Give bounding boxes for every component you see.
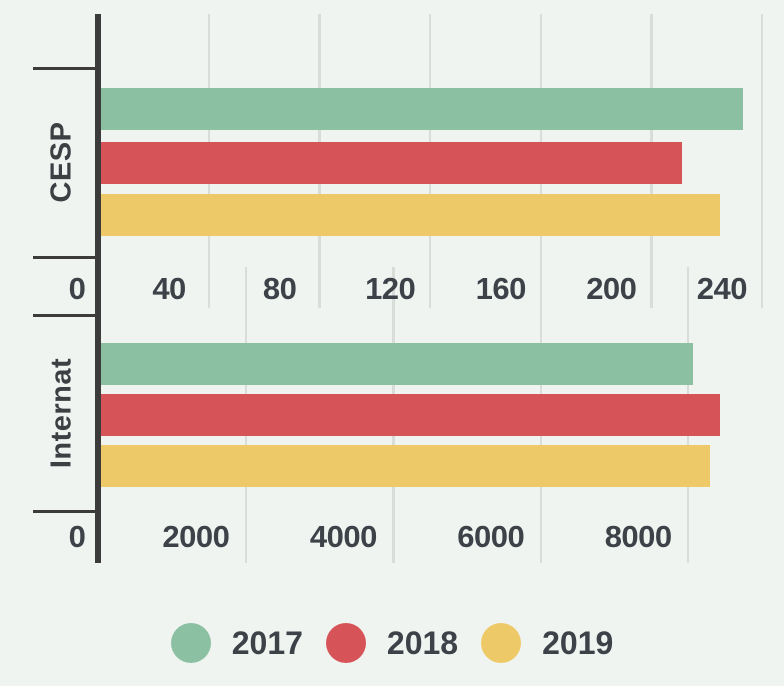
legend: 2017 2018 2019 bbox=[0, 621, 784, 665]
legend-label: 2017 bbox=[231, 624, 303, 661]
legend-label: 2019 bbox=[542, 624, 614, 661]
axis-tick bbox=[33, 510, 101, 513]
legend-label: 2018 bbox=[386, 624, 459, 661]
x-tick-label: 40 bbox=[152, 271, 186, 306]
axis-tick bbox=[33, 256, 101, 259]
x-tick-label: 2000 bbox=[162, 519, 230, 554]
bar-cesp-2017[interactable] bbox=[101, 88, 743, 130]
y-axis-line bbox=[94, 14, 101, 563]
bar-cesp-2019[interactable] bbox=[101, 194, 721, 236]
legend-swatch-icon bbox=[170, 623, 211, 663]
bar-internat-2017[interactable] bbox=[101, 343, 694, 385]
legend-swatch-icon bbox=[481, 623, 522, 663]
x-tick-label: 200 bbox=[586, 271, 637, 306]
x-tick-label: 6000 bbox=[457, 519, 525, 554]
bar-internat-2019[interactable] bbox=[101, 445, 711, 487]
x-tick-label: 0 bbox=[68, 271, 86, 306]
legend-swatch-icon bbox=[325, 623, 366, 663]
legend-item-2018[interactable]: 2018 bbox=[325, 623, 459, 663]
gridline bbox=[760, 14, 764, 308]
category-label: Internat bbox=[45, 357, 78, 469]
axis-tick bbox=[33, 314, 101, 317]
x-tick-label: 0 bbox=[68, 519, 86, 554]
x-tick-label: 240 bbox=[696, 271, 748, 306]
bar-internat-2018[interactable] bbox=[101, 394, 720, 436]
x-tick-label: 120 bbox=[365, 271, 416, 306]
x-tick-label: 8000 bbox=[604, 519, 672, 554]
category-label: CESP bbox=[45, 121, 78, 203]
x-tick-label: 160 bbox=[475, 271, 527, 306]
x-tick-label: 4000 bbox=[309, 519, 377, 554]
legend-item-2019[interactable]: 2019 bbox=[481, 623, 613, 663]
x-tick-label: 80 bbox=[262, 271, 297, 306]
axis-tick bbox=[33, 67, 101, 70]
bar-cesp-2018[interactable] bbox=[101, 142, 682, 184]
legend-item-2017[interactable]: 2017 bbox=[170, 623, 303, 663]
